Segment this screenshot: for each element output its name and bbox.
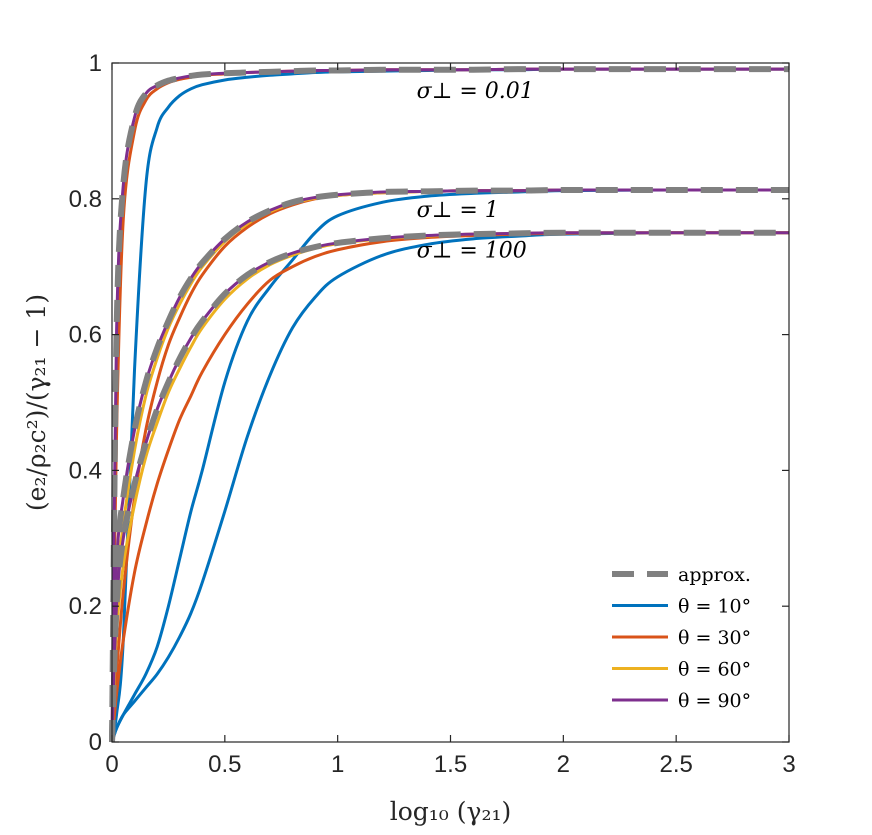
annotation-1: σ⊥ = 1 [417,198,499,223]
x-tick-label: 2.5 [659,751,692,778]
y-tick-label: 0 [89,729,102,756]
y-axis-label: (e₂/ρ₂c²)/(γ₂₁ − 1) [22,294,51,511]
y-tick-label: 0.6 [69,322,102,349]
legend-label-4: θ = 90° [678,690,751,712]
x-tick-label: 0.5 [208,751,241,778]
axes: 0 0.5 1 1.5 2 2.5 3 0 0.2 0.4 0.6 0.8 1 [69,50,796,778]
x-tick-label: 0 [105,751,118,778]
series-line-4-approx-1 [109,186,789,743]
x-tick-label: 3 [782,751,795,778]
x-tick-label: 1.5 [434,751,467,778]
legend-label-3: θ = 60° [678,659,751,681]
annotation-0: σ⊥ = 0.01 [417,79,534,104]
series-line-9-approx-100 [109,229,789,743]
y-tick-label: 0.4 [69,457,102,484]
series-line-0-approx-0-01 [109,66,789,743]
x-tick-label: 1 [331,751,344,778]
y-tick-label: 1 [89,50,102,77]
y-tick-label: 0.2 [69,593,102,620]
annotation-2: σ⊥ = 100 [417,239,527,264]
x-axis-label: log₁₀ (γ₂₁) [390,797,512,826]
x-tick-label: 2 [557,751,570,778]
chart-text: log₁₀ (γ₂₁) (e₂/ρ₂c²)/(γ₂₁ − 1) σ⊥ = 0.0… [22,79,534,826]
legend-label-2: θ = 30° [678,627,751,649]
legend-label-0: approx. [678,564,751,586]
plot-area [109,63,789,743]
legend: approx. θ = 10° θ = 30° θ = 60° θ = 90° [612,564,751,712]
plot-background [112,63,789,742]
legend-label-1: θ = 10° [678,596,751,618]
y-tick-label: 0.8 [69,186,102,213]
